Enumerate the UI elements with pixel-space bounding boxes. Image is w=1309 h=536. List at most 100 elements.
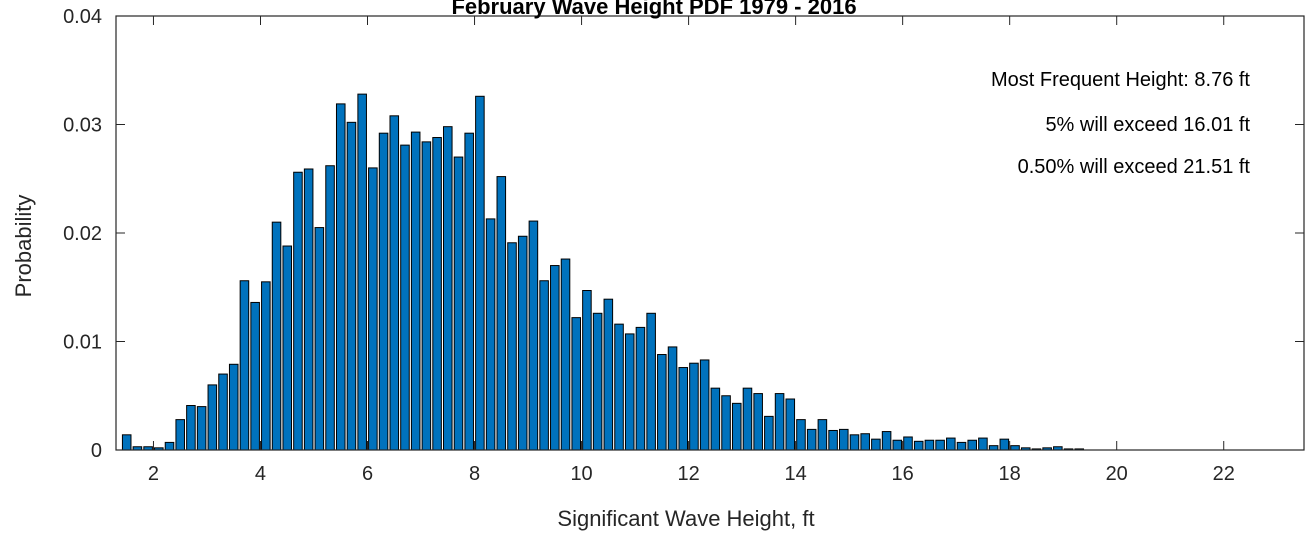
bar: [272, 222, 281, 450]
bar: [165, 442, 174, 450]
bar: [840, 429, 849, 450]
bar: [347, 122, 356, 450]
bar: [315, 228, 324, 450]
bar: [176, 420, 185, 450]
bar: [647, 313, 656, 450]
y-tick-label: 0: [91, 440, 102, 462]
bar: [925, 440, 934, 450]
y-tick-label: 0.04: [63, 6, 102, 28]
bar: [518, 236, 527, 450]
bar: [251, 302, 260, 450]
x-tick-label: 16: [892, 463, 914, 485]
bar: [636, 327, 645, 450]
bar: [957, 442, 966, 450]
bar: [294, 172, 303, 450]
bar: [882, 432, 891, 450]
bar: [262, 282, 271, 450]
bar: [219, 374, 228, 450]
bar: [947, 438, 956, 450]
chart-title: February Wave Height PDF 1979 - 2016: [451, 0, 856, 19]
x-tick-label: 10: [570, 463, 592, 485]
x-tick-label: 14: [784, 463, 806, 485]
bar: [497, 177, 506, 450]
annotation-most-frequent: Most Frequent Height: 8.76 ft: [991, 69, 1250, 91]
y-tick-label: 0.01: [63, 332, 102, 354]
x-tick-label: 4: [255, 463, 266, 485]
bar: [743, 388, 752, 450]
bar: [561, 259, 570, 450]
x-tick-label: 2: [148, 463, 159, 485]
bar: [732, 403, 741, 450]
bar: [668, 347, 677, 450]
y-axis-label: Probability: [11, 195, 36, 298]
bar: [572, 318, 581, 450]
bar: [979, 438, 988, 450]
bar: [818, 420, 827, 450]
bar: [914, 441, 923, 450]
bar: [304, 169, 313, 450]
bar: [775, 394, 784, 450]
bar: [326, 166, 335, 450]
bar: [989, 446, 998, 450]
bar: [240, 281, 249, 450]
bar: [422, 142, 431, 450]
bars-group: [122, 94, 1083, 450]
bar: [529, 221, 538, 450]
bar: [444, 127, 453, 450]
bar: [936, 440, 945, 450]
bar: [508, 243, 517, 450]
bar: [583, 291, 592, 450]
bar: [850, 435, 859, 450]
bar: [433, 138, 442, 450]
bar: [208, 385, 217, 450]
bar: [465, 133, 474, 450]
bar: [551, 266, 560, 450]
bar: [476, 96, 485, 450]
x-tick-label: 8: [469, 463, 480, 485]
y-tick-label: 0.02: [63, 223, 102, 245]
bar: [625, 334, 634, 450]
bar: [807, 429, 816, 450]
bar: [872, 439, 881, 450]
bar: [765, 416, 774, 450]
bar: [197, 407, 206, 450]
bar: [1000, 439, 1009, 450]
bar: [968, 440, 977, 450]
bar: [829, 430, 838, 450]
bar: [379, 133, 388, 450]
bar: [390, 116, 399, 450]
bar: [658, 355, 667, 450]
annotation-0_5pct-exceed: 0.50% will exceed 21.51 ft: [1018, 156, 1251, 178]
bar: [187, 406, 196, 450]
bar: [786, 399, 795, 450]
x-tick-label: 22: [1213, 463, 1235, 485]
bar: [122, 435, 131, 450]
x-tick-label: 18: [999, 463, 1021, 485]
x-tick-label: 6: [362, 463, 373, 485]
bar: [454, 157, 463, 450]
y-tick-label: 0.03: [63, 115, 102, 137]
bar: [358, 94, 367, 450]
bar: [283, 246, 292, 450]
x-tick-label: 20: [1106, 463, 1128, 485]
bar: [700, 360, 709, 450]
annotation-5pct-exceed: 5% will exceed 16.01 ft: [1045, 114, 1250, 136]
bar: [540, 281, 549, 450]
bar: [690, 363, 699, 450]
bar: [904, 437, 913, 450]
bar: [593, 313, 602, 450]
bar: [711, 388, 720, 450]
bar: [411, 132, 420, 450]
bar: [722, 396, 731, 450]
bar: [336, 104, 345, 450]
bar: [486, 219, 495, 450]
bar: [604, 299, 613, 450]
bar: [401, 145, 410, 450]
bar: [861, 434, 870, 450]
bar: [1011, 446, 1020, 450]
bar: [797, 420, 806, 450]
x-tick-label: 12: [677, 463, 699, 485]
bar: [679, 368, 688, 450]
bar: [369, 168, 378, 450]
